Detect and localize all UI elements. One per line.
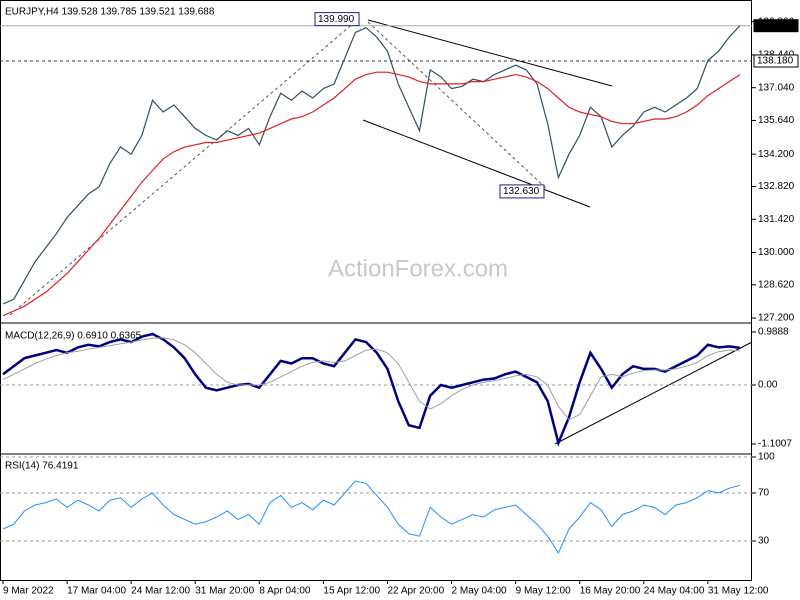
trendlines [9,19,753,445]
y-tick-label: -1.1007 [758,439,792,450]
y-tick-label: 70 [758,488,770,499]
trendline [367,19,613,87]
panel-title: RSI(14) 76.4191 [5,461,79,472]
annotation-box [499,184,545,199]
panel-title: EURJPY,H4 139.528 139.785 139.521 139.68… [5,7,215,18]
annotation-label: 139.990 [318,14,355,25]
y-tick-label: 0.9888 [758,327,789,338]
series-line [2,480,741,555]
series-line [2,332,741,447]
trendline [367,21,549,191]
x-tick-label: 9 Mar 2022 [3,586,54,597]
level-box [753,19,799,33]
x-tick-label: 16 May 20:00 [580,586,641,597]
x-tick-label: 31 May 12:00 [708,586,769,597]
x-tick-label: 24 May 04:00 [644,586,705,597]
watermark: ActionForex.com [328,255,508,282]
annotation-label: 132.630 [503,186,540,197]
trendline [9,21,356,316]
trendline [362,119,591,208]
y-tick-label: 131.420 [758,214,795,225]
y-tick-label: 130.000 [758,247,795,258]
y-tick-label: 127.200 [758,313,795,324]
series-line [2,71,741,317]
y-tick-label: 128.620 [758,279,795,290]
trendline [554,341,753,445]
y-tick-label: 134.200 [758,149,795,160]
x-tick-label: 2 May 04:00 [452,586,507,597]
x-tick-label: 9 May 12:00 [516,586,571,597]
frame [0,0,752,581]
y-tick-label: 137.040 [758,82,795,93]
level-label: 139.688 [757,20,794,31]
x-tick-label: 17 Mar 04:00 [67,586,126,597]
annotation-box [314,12,360,27]
level-box [753,54,799,68]
x-tick-label: 15 Apr 12:00 [323,586,380,597]
series-line [2,337,740,421]
x-tick-label: 8 Apr 04:00 [259,586,311,597]
panel-title: MACD(12,26,9) 0.6910 0.6365 [5,331,142,342]
y-tick-label: 0.00 [758,380,778,391]
y-tick-label: 100 [758,452,775,463]
y-tick-label: 30 [758,536,770,547]
level-label: 138.180 [757,56,794,67]
series-line [2,25,741,305]
x-tick-label: 22 Apr 20:00 [387,586,444,597]
y-tick-label: 135.640 [758,115,795,126]
x-tick-label: 31 Mar 20:00 [195,586,254,597]
y-tick-label: 132.820 [758,181,795,192]
x-tick-label: 24 Mar 12:00 [131,586,190,597]
